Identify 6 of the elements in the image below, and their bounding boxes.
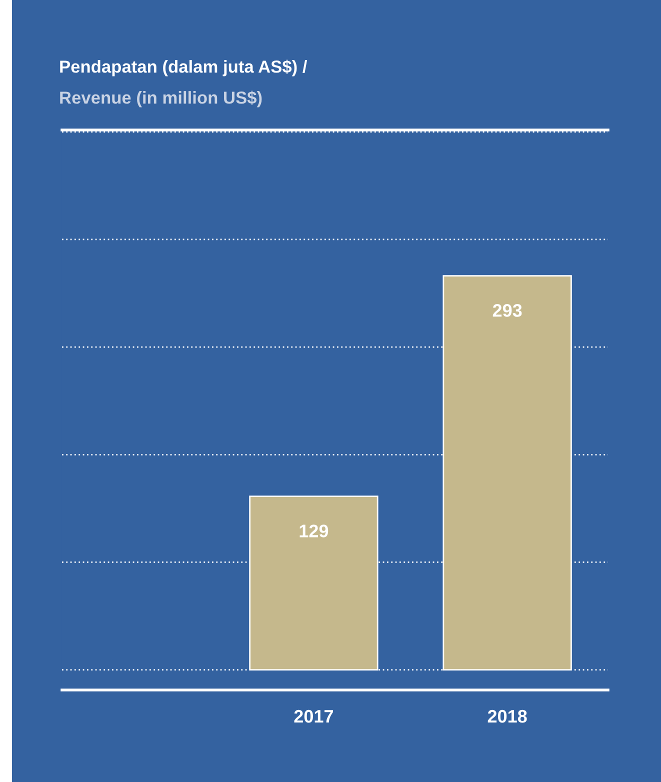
x-tick-label: 2017 — [294, 710, 333, 723]
data-label: 129 — [300, 524, 328, 538]
x-tick-label: 2018 — [488, 710, 527, 723]
data-label: 293 — [492, 304, 522, 317]
chart-subtitle: Revenue (in million US$) — [60, 90, 262, 108]
chart-title: Pendapatan (dalam juta AS$) / — [60, 60, 308, 76]
